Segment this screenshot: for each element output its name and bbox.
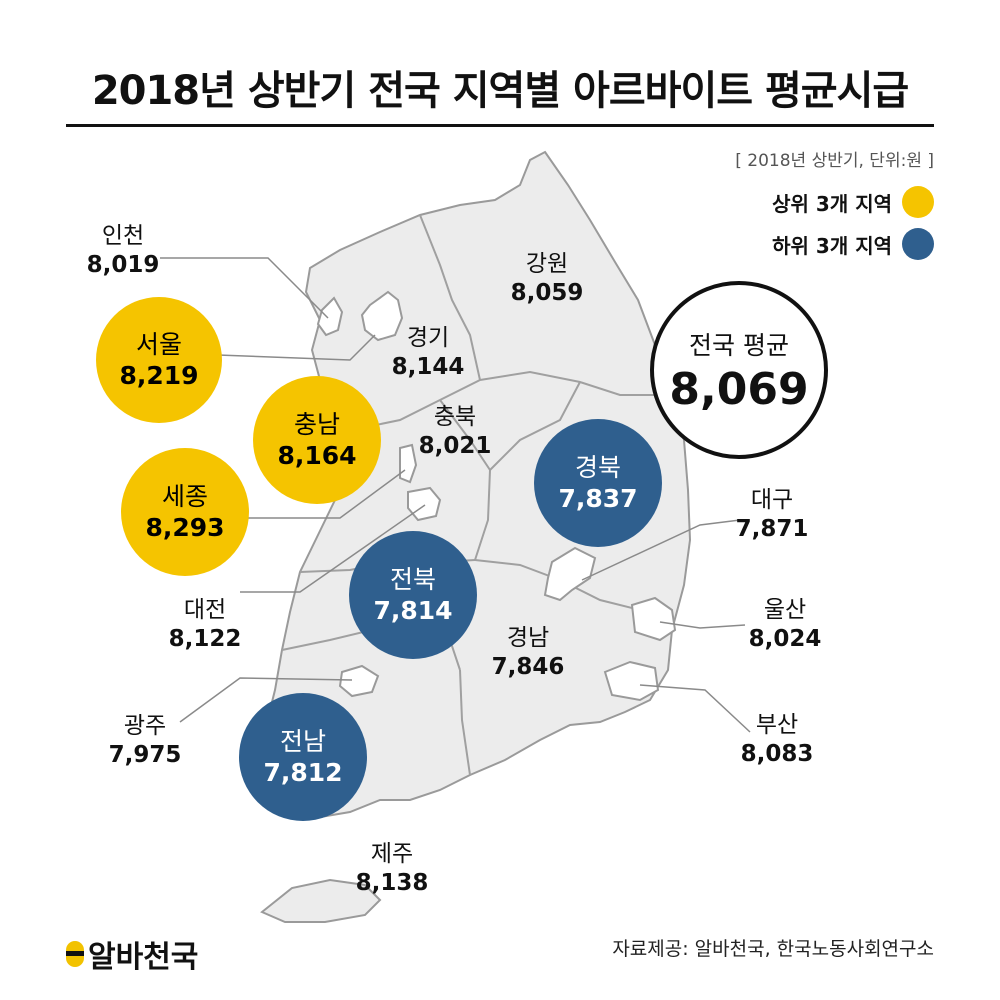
region-jeonbuk-name: 전북 [389, 564, 436, 594]
region-ulsan-value: 8,024 [748, 625, 822, 652]
page-title: 2018년 상반기 전국 지역별 아르바이트 평균시급 [91, 68, 909, 114]
region-sejong: 세종 8,293 [121, 448, 249, 576]
region-daejeon-name: 대전 [183, 597, 227, 623]
legend-bottom: 하위 3개 지역 [772, 228, 934, 260]
daejeon-shape [407, 486, 442, 522]
region-gangwon-value: 8,059 [510, 279, 584, 306]
region-gangwon: 강원 8,059 [511, 250, 584, 308]
region-seoul-value: 8,219 [119, 361, 199, 390]
legend-top: 상위 3개 지역 [772, 186, 934, 218]
region-gyeonggi-value: 8,144 [391, 353, 465, 380]
region-chungnam-name: 충남 [293, 409, 340, 439]
incheon-shape [316, 296, 344, 337]
legend-top-dot [902, 186, 934, 218]
legend-bottom-label: 하위 3개 지역 [772, 233, 892, 258]
region-busan: 부산 8,083 [741, 711, 814, 769]
busan-shape [603, 660, 660, 702]
region-gyeonggi-name: 경기 [406, 325, 450, 351]
title-divider [66, 124, 934, 127]
region-daejeon-value: 8,122 [168, 625, 242, 652]
region-seoul-name: 서울 [135, 329, 182, 359]
national-average-value: 8,069 [669, 363, 809, 415]
region-gyeongbuk-value: 7,837 [558, 484, 638, 513]
region-jeonnam-value: 7,812 [263, 758, 343, 787]
legend-top-label: 상위 3개 지역 [772, 191, 892, 216]
region-gyeongnam-value: 7,846 [491, 653, 565, 680]
region-chungbuk-name: 충북 [433, 404, 477, 430]
region-gyeonggi: 경기 8,144 [392, 324, 465, 382]
region-chungnam: 충남 8,164 [253, 376, 381, 504]
brand-name: 알바천국 [88, 940, 199, 975]
leader-lines [160, 257, 751, 733]
gwangju-shape [338, 664, 380, 698]
jeju-shape [260, 878, 382, 923]
source-note: 자료제공: 알바천국, 한국노동사회연구소 [612, 938, 934, 960]
region-sejong-value: 8,293 [145, 513, 225, 542]
bee-icon [66, 941, 84, 967]
region-chungnam-value: 8,164 [277, 441, 357, 470]
region-seoul: 서울 8,219 [96, 297, 222, 423]
daegu-shape [543, 546, 597, 602]
region-chungbuk: 충북 8,021 [419, 403, 492, 461]
region-daegu: 대구 7,871 [736, 486, 809, 544]
region-incheon-value: 8,019 [86, 251, 160, 278]
region-busan-name: 부산 [755, 712, 799, 738]
region-gwangju: 광주 7,975 [109, 712, 182, 770]
metro-cities [316, 290, 677, 702]
region-sejong-name: 세종 [161, 481, 208, 511]
region-jeonbuk-value: 7,814 [373, 596, 453, 625]
region-gwangju-name: 광주 [123, 713, 167, 739]
region-jeonnam-name: 전남 [279, 726, 326, 756]
unit-note: [ 2018년 상반기, 단위:원 ] [735, 151, 934, 171]
region-chungbuk-value: 8,021 [418, 432, 492, 459]
region-gyeongnam: 경남 7,846 [492, 624, 565, 682]
region-jeju-value: 8,138 [355, 869, 429, 896]
region-jeju-name: 제주 [370, 841, 414, 867]
region-daejeon: 대전 8,122 [169, 596, 242, 654]
region-jeju: 제주 8,138 [356, 840, 429, 898]
region-gangwon-name: 강원 [525, 251, 569, 277]
region-busan-value: 8,083 [740, 740, 814, 767]
region-gyeongnam-name: 경남 [506, 625, 550, 651]
legend-bottom-dot [902, 228, 934, 260]
region-gyeongbuk: 경북 7,837 [534, 419, 662, 547]
region-incheon-name: 인천 [101, 223, 145, 249]
seoul-shape [360, 290, 404, 342]
brand-logo: 알바천국 [66, 932, 198, 976]
region-gwangju-value: 7,975 [108, 741, 182, 768]
national-average-badge: 전국 평균 8,069 [650, 281, 828, 459]
ulsan-shape [630, 596, 677, 642]
region-ulsan: 울산 8,024 [749, 596, 822, 654]
region-jeonbuk: 전북 7,814 [349, 531, 477, 659]
region-incheon: 인천 8,019 [87, 222, 160, 280]
region-daegu-name: 대구 [750, 487, 794, 513]
region-daegu-value: 7,871 [735, 515, 809, 542]
national-average-label: 전국 평균 [689, 330, 789, 360]
region-jeonnam: 전남 7,812 [239, 693, 367, 821]
region-ulsan-name: 울산 [763, 597, 807, 623]
region-gyeongbuk-name: 경북 [574, 452, 621, 482]
